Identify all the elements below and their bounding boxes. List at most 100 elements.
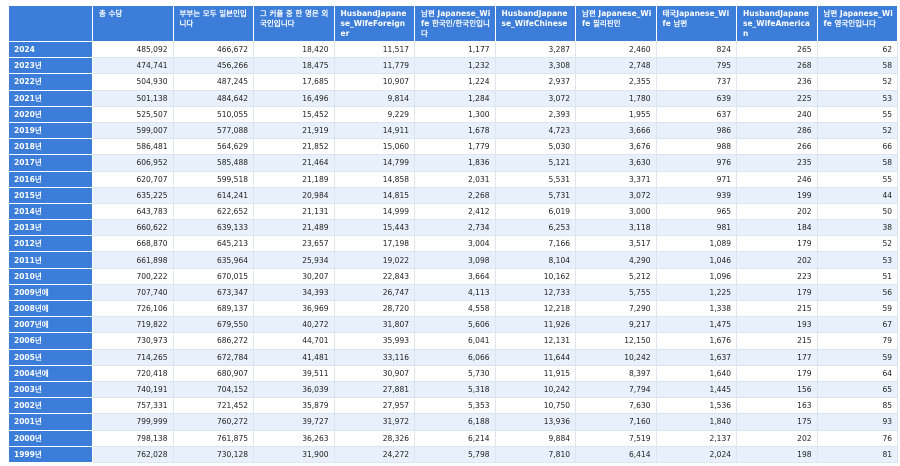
table-cell: 55 bbox=[816, 170, 898, 188]
table-cell: 976 bbox=[655, 154, 737, 172]
table-cell: 643,783 bbox=[92, 202, 174, 221]
table-cell: 13,936 bbox=[494, 413, 576, 431]
table-cell: 456,266 bbox=[172, 57, 254, 75]
table-cell: 689,137 bbox=[172, 299, 254, 318]
table-cell: 7,630 bbox=[575, 397, 657, 415]
table-cell: 564,629 bbox=[172, 138, 254, 156]
table-cell: 21,852 bbox=[253, 138, 335, 156]
table-cell: 14,799 bbox=[333, 154, 415, 172]
table-cell: 7,160 bbox=[575, 413, 657, 431]
table-cell: 40,272 bbox=[253, 316, 335, 334]
column-header: 그 커플 중 한 명은 외국인입니다 bbox=[253, 5, 335, 42]
column-header: 남편 Japanese_Wife 영국인입니다 bbox=[816, 5, 898, 42]
table-cell: 14,858 bbox=[333, 170, 415, 188]
table-cell: 5,212 bbox=[575, 267, 657, 285]
table-cell: 577,088 bbox=[172, 121, 254, 140]
table-cell: 1,678 bbox=[414, 121, 496, 140]
table-cell: 3,517 bbox=[575, 235, 657, 253]
row-label: 2024 bbox=[8, 40, 93, 59]
table-cell: 51 bbox=[816, 267, 898, 285]
table-cell: 179 bbox=[736, 283, 818, 302]
table-cell: 6,019 bbox=[494, 202, 576, 221]
table-cell: 704,152 bbox=[172, 380, 254, 399]
table-cell: 58 bbox=[816, 57, 898, 75]
table-cell: 762,028 bbox=[92, 445, 174, 463]
row-label: 2010년 bbox=[8, 267, 93, 285]
table-cell: 41,481 bbox=[253, 348, 335, 366]
table-cell: 606,952 bbox=[92, 154, 174, 172]
table-cell: 59 bbox=[816, 348, 898, 366]
table-cell: 52 bbox=[816, 121, 898, 140]
table-cell: 5,755 bbox=[575, 283, 657, 302]
table-cell: 12,131 bbox=[494, 332, 576, 350]
table-cell: 620,707 bbox=[92, 170, 174, 188]
table-cell: 673,347 bbox=[172, 283, 254, 302]
table-cell: 6,253 bbox=[494, 219, 576, 237]
table-cell: 26,747 bbox=[333, 283, 415, 302]
table-cell: 4,723 bbox=[494, 121, 576, 140]
table-cell: 184 bbox=[736, 219, 818, 237]
table-row: 2019년 599,007 577,088 21,919 14,911 1,678 4,72… bbox=[8, 121, 898, 140]
table-cell: 175 bbox=[736, 413, 818, 431]
table-cell: 5,353 bbox=[414, 397, 496, 415]
row-label: 2013년 bbox=[8, 219, 93, 237]
table-cell: 286 bbox=[736, 121, 818, 140]
table-cell: 39,511 bbox=[253, 364, 335, 382]
table-row: 1999년 762,028 730,128 31,900 24,272 5,798 7,81… bbox=[8, 445, 898, 463]
table-row: 2024 485,092 466,672 18,420 11,517 1,177 3,287… bbox=[8, 40, 898, 59]
table-cell: 12,218 bbox=[494, 299, 576, 318]
table-cell: 198 bbox=[736, 445, 818, 463]
table-cell: 965 bbox=[655, 202, 737, 221]
header-row: 총 수당 부부는 모두 일본인입니다 그 커플 중 한 명은 외국인입니다 Husba… bbox=[8, 5, 898, 42]
table-cell: 65 bbox=[816, 380, 898, 399]
table-cell: 2,393 bbox=[494, 105, 576, 123]
table-cell: 22,843 bbox=[333, 267, 415, 285]
table-cell: 5,318 bbox=[414, 380, 496, 399]
table-cell: 246 bbox=[736, 170, 818, 188]
table-cell: 1,676 bbox=[655, 332, 737, 350]
table-cell: 1,338 bbox=[655, 299, 737, 318]
table-cell: 215 bbox=[736, 332, 818, 350]
table-cell: 585,488 bbox=[172, 154, 254, 172]
table-cell: 714,265 bbox=[92, 348, 174, 366]
table-cell: 20,984 bbox=[253, 186, 335, 204]
table-cell: 719,822 bbox=[92, 316, 174, 334]
table-cell: 510,055 bbox=[172, 105, 254, 123]
table-cell: 81 bbox=[816, 445, 898, 463]
table-cell: 680,907 bbox=[172, 364, 254, 382]
column-header: HusbandJapanese_WifeForeigner bbox=[333, 5, 415, 42]
table-cell: 21,131 bbox=[253, 202, 335, 221]
table-cell: 27,881 bbox=[333, 380, 415, 399]
table-cell: 38 bbox=[816, 219, 898, 237]
row-label: 2002년 bbox=[8, 397, 93, 415]
table-cell: 34,393 bbox=[253, 283, 335, 302]
table-cell: 1,096 bbox=[655, 267, 737, 285]
table-cell: 661,898 bbox=[92, 251, 174, 269]
table-cell: 730,128 bbox=[172, 445, 254, 463]
column-header: 남편 Japanese_Wife 한국인/한국인입니다 bbox=[414, 5, 496, 42]
table-cell: 645,213 bbox=[172, 235, 254, 253]
table-cell: 2,031 bbox=[414, 170, 496, 188]
table-row: 2010년 700,222 670,015 30,207 22,843 3,664 10,1… bbox=[8, 267, 898, 285]
row-label: 2003년 bbox=[8, 380, 93, 399]
row-label: 2000년 bbox=[8, 429, 93, 447]
table-cell: 193 bbox=[736, 316, 818, 334]
table-cell: 670,015 bbox=[172, 267, 254, 285]
table-cell: 1,637 bbox=[655, 348, 737, 366]
table-cell: 31,807 bbox=[333, 316, 415, 334]
table-cell: 30,207 bbox=[253, 267, 335, 285]
table-cell: 3,308 bbox=[494, 57, 576, 75]
table-row: 2013년 660,622 639,133 21,489 15,443 2,734 6,25… bbox=[8, 219, 898, 237]
table-cell: 7,794 bbox=[575, 380, 657, 399]
table-cell: 1,536 bbox=[655, 397, 737, 415]
table-cell: 11,779 bbox=[333, 57, 415, 75]
table-cell: 5,606 bbox=[414, 316, 496, 334]
table-cell: 9,814 bbox=[333, 89, 415, 107]
table-cell: 62 bbox=[816, 40, 898, 59]
table-cell: 474,741 bbox=[92, 57, 174, 75]
table-cell: 18,420 bbox=[253, 40, 335, 59]
table-cell: 27,957 bbox=[333, 397, 415, 415]
table-cell: 484,642 bbox=[172, 89, 254, 107]
table-row: 2003년 740,191 704,152 36,039 27,881 5,318 10,2… bbox=[8, 380, 898, 399]
table-cell: 36,969 bbox=[253, 299, 335, 318]
